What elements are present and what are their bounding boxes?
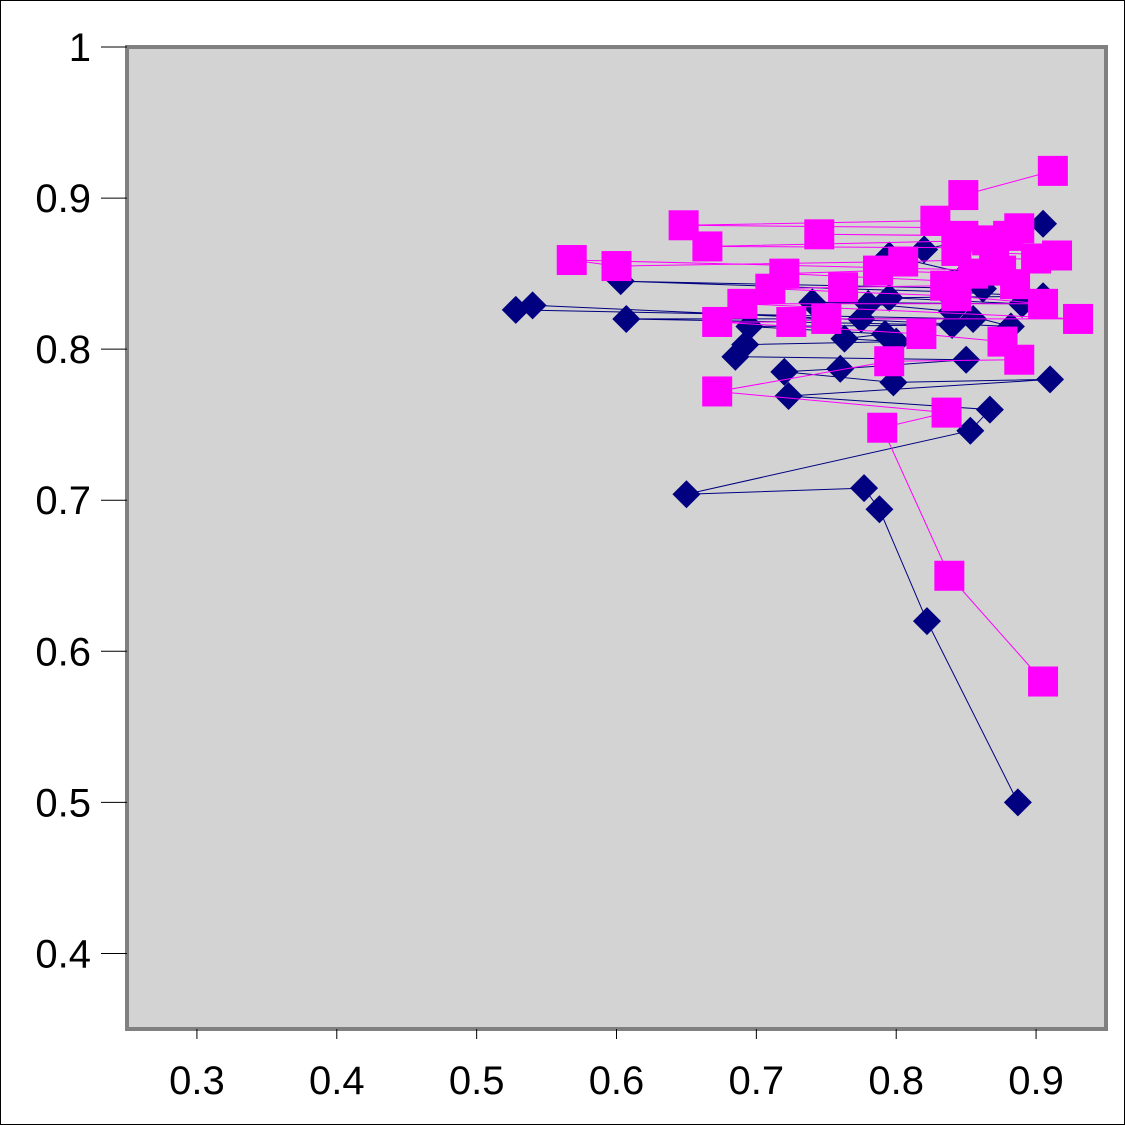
y-tick-label: 0.4 — [35, 932, 91, 976]
data-point-diamond — [956, 416, 985, 445]
data-point-diamond — [518, 291, 547, 320]
data-point-diamond — [1036, 365, 1065, 394]
data-point-diamond — [865, 495, 894, 524]
data-point-square — [1042, 240, 1073, 271]
data-point-diamond — [910, 235, 939, 264]
data-point-diamond — [850, 474, 879, 503]
data-point-square — [920, 205, 951, 236]
data-point-square — [811, 303, 842, 334]
data-point-diamond — [735, 312, 764, 341]
data-point-square — [931, 397, 962, 428]
data-point-square — [888, 246, 919, 277]
data-point-square — [702, 306, 733, 337]
x-tick-label: 0.8 — [868, 1059, 924, 1103]
data-point-diamond — [672, 480, 701, 509]
x-axis: 0.3 0.4 0.5 0.6 0.7 0.8 0.9 — [169, 1029, 1064, 1103]
data-point-square — [601, 251, 632, 282]
data-point-square — [934, 560, 965, 591]
data-point-diamond — [871, 320, 900, 349]
x-tick-label: 0.4 — [309, 1059, 365, 1103]
x-tick-label: 0.5 — [449, 1059, 505, 1103]
series-square — [556, 155, 1094, 697]
data-point-square — [1004, 213, 1035, 244]
data-point-diamond — [975, 395, 1004, 424]
data-point-square — [828, 272, 859, 303]
data-point-square — [867, 412, 898, 443]
data-point-square — [987, 326, 1018, 357]
data-point-square — [776, 306, 807, 337]
data-point-square — [1063, 303, 1094, 334]
x-tick-label: 0.9 — [1008, 1059, 1064, 1103]
data-point-square — [556, 245, 587, 276]
x-tick-label: 0.3 — [169, 1059, 225, 1103]
data-point-square — [874, 346, 905, 377]
data-point-square — [1037, 155, 1068, 186]
data-point-square — [948, 220, 979, 251]
data-point-square — [769, 258, 800, 289]
y-tick-label: 0.6 — [35, 630, 91, 674]
y-tick-label: 0.8 — [35, 328, 91, 372]
data-point-diamond — [1029, 209, 1058, 238]
data-point-square — [906, 319, 937, 350]
y-tick-label: 1 — [69, 26, 91, 70]
data-point-square — [948, 180, 979, 211]
data-point-square — [863, 255, 894, 286]
data-point-square — [804, 219, 835, 250]
data-point-square — [702, 376, 733, 407]
data-point-square — [727, 288, 758, 319]
data-point-square — [1028, 666, 1059, 697]
data-point-diamond — [952, 345, 981, 374]
data-point-diamond — [826, 354, 855, 383]
y-tick-label: 0.9 — [35, 177, 91, 221]
y-axis: 0.4 0.5 0.6 0.7 0.8 0.9 1 — [35, 26, 127, 976]
y-tick-label: 0.7 — [35, 479, 91, 523]
data-point-diamond — [774, 381, 803, 410]
data-point-square — [668, 210, 699, 241]
data-point-diamond — [1003, 788, 1032, 817]
data-point-square — [930, 270, 961, 301]
y-tick-label: 0.5 — [35, 781, 91, 825]
x-tick-label: 0.7 — [729, 1059, 785, 1103]
data-point-diamond — [612, 304, 641, 333]
data-point-diamond — [912, 607, 941, 636]
data-point-square — [1028, 288, 1059, 319]
series-layer — [501, 155, 1094, 817]
data-point-diamond — [875, 283, 904, 312]
x-tick-label: 0.6 — [589, 1059, 645, 1103]
